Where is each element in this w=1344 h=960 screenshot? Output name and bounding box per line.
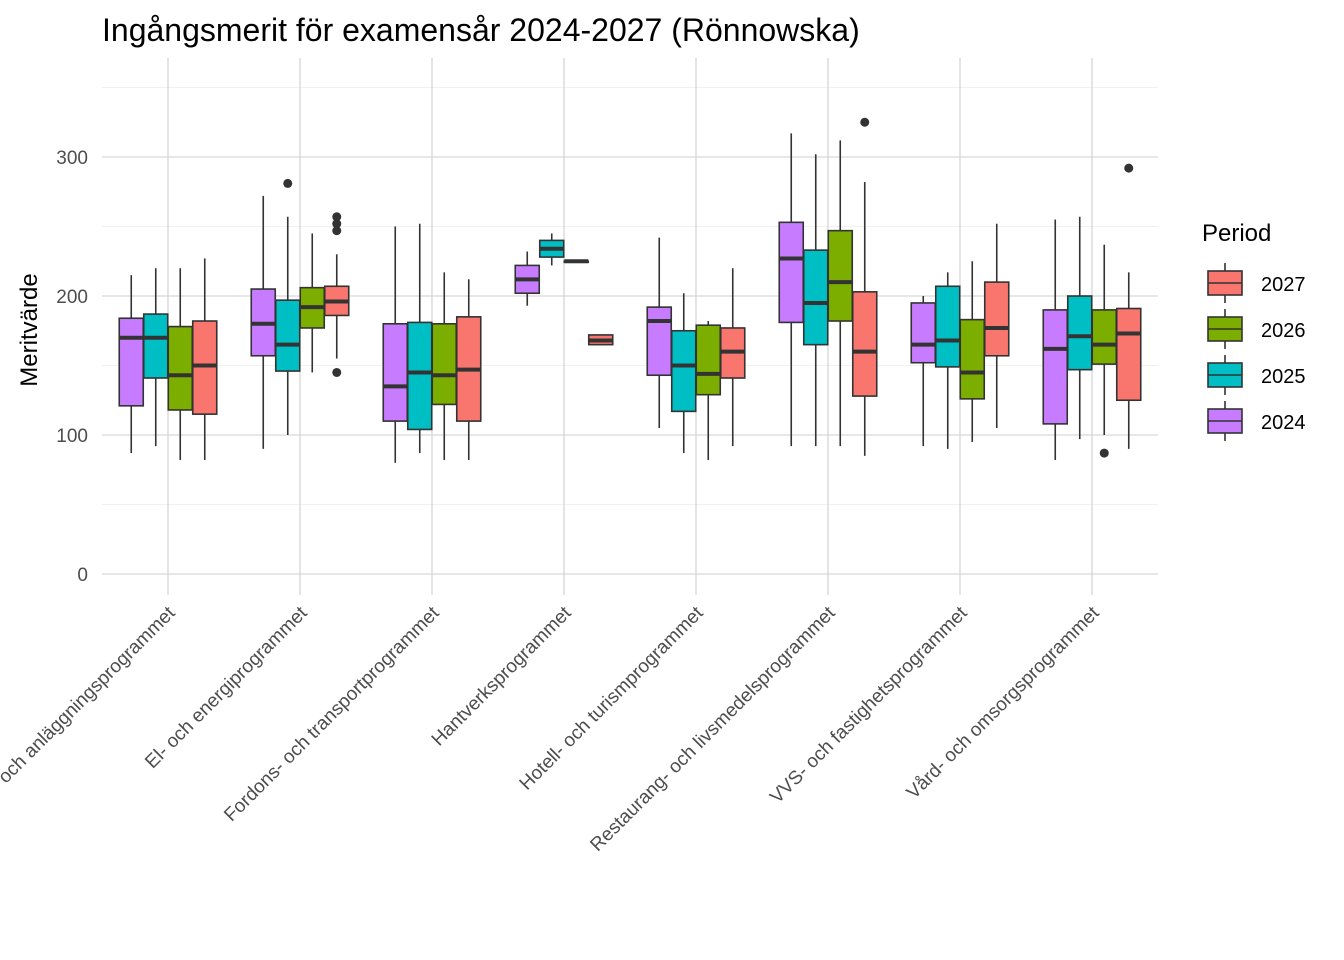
- series-2027: [191, 117, 1142, 461]
- box-2024-7: [1042, 219, 1069, 461]
- legend-title: Period: [1202, 220, 1271, 247]
- box-iqr: [382, 322, 409, 422]
- box-2025-0: [142, 268, 169, 447]
- outlier-point: [332, 219, 342, 229]
- outlier-point: [1124, 163, 1134, 173]
- chart-title: Ingångsmerit för examensår 2024-2027 (Rö…: [102, 12, 860, 48]
- box-2025-3: [538, 233, 565, 266]
- legend-label: 2027: [1261, 274, 1306, 296]
- box-2027-4: [719, 268, 746, 447]
- box-2025-4: [670, 293, 697, 454]
- box-2027-2: [455, 279, 482, 461]
- outlier-point: [860, 117, 870, 127]
- outlier-point: [332, 226, 342, 236]
- legend-item-2027: 2027: [1207, 263, 1306, 303]
- box-iqr: [959, 318, 986, 400]
- legend-label: 2024: [1261, 412, 1306, 434]
- outlier-point: [1099, 448, 1109, 458]
- box-iqr: [851, 291, 878, 397]
- box-2025-1: [274, 178, 301, 435]
- box-iqr: [1066, 295, 1093, 371]
- box-iqr: [1091, 309, 1118, 365]
- y-tick-label: 0: [77, 565, 88, 586]
- legend-item-2025: 2025: [1207, 355, 1306, 395]
- legend-item-2026: 2026: [1207, 309, 1306, 349]
- box-iqr: [406, 321, 433, 431]
- box-2027-3: [587, 334, 614, 346]
- box-2025-7: [1066, 216, 1093, 440]
- legend-item-2024: 2024: [1207, 401, 1306, 441]
- x-tick-label: Restaurang- och livsmedelsprogrammet: [586, 602, 840, 856]
- box-2027-5: [851, 117, 878, 456]
- box-2026-1: [299, 233, 326, 373]
- box-2027-6: [983, 223, 1010, 429]
- box-2026-5: [827, 140, 854, 447]
- box-2024-1: [250, 195, 277, 449]
- box-2025-2: [406, 223, 433, 454]
- series-2025: [142, 154, 1093, 454]
- box-2025-6: [934, 272, 961, 449]
- legend-label: 2025: [1261, 366, 1306, 388]
- outlier-point: [332, 212, 342, 222]
- box-2024-5: [778, 133, 805, 447]
- y-tick-label: 200: [56, 287, 88, 308]
- y-tick-label: 300: [56, 148, 88, 169]
- box-2026-3: [563, 259, 590, 264]
- outlier-point: [332, 367, 342, 377]
- box-2026-2: [431, 272, 458, 461]
- box-iqr: [646, 306, 673, 377]
- box-iqr: [431, 322, 458, 406]
- box-2027-1: [323, 212, 350, 377]
- box-iqr: [142, 313, 169, 379]
- box-2026-7: [1091, 244, 1118, 458]
- outlier-point: [283, 178, 293, 188]
- box-iqr: [983, 281, 1010, 357]
- box-2026-4: [695, 321, 722, 461]
- box-2025-5: [802, 154, 829, 447]
- box-iqr: [910, 302, 937, 364]
- box-2024-2: [382, 226, 409, 463]
- series-2024: [118, 133, 1069, 463]
- box-2024-6: [910, 296, 937, 447]
- box-iqr: [1042, 309, 1069, 425]
- box-2026-0: [167, 268, 194, 461]
- box-2026-6: [959, 261, 986, 442]
- box-2024-3: [514, 251, 541, 306]
- y-axis-ticks: 0 100 200 300: [56, 148, 88, 586]
- box-iqr: [670, 329, 697, 413]
- series-2026: [167, 140, 1118, 461]
- box-iqr: [695, 324, 722, 396]
- box-2024-4: [646, 237, 673, 429]
- legend: Period 2027 2026 2025 2024: [1202, 220, 1306, 441]
- box-iqr: [274, 299, 301, 372]
- x-tick-label: Bygg- och anläggningsprogrammet: [0, 602, 180, 826]
- y-axis-label: Meritvärde: [16, 273, 43, 386]
- box-2027-7: [1115, 163, 1142, 449]
- box-iqr: [827, 229, 854, 322]
- y-tick-label: 100: [56, 426, 88, 447]
- box-iqr: [118, 317, 145, 407]
- box-iqr: [802, 249, 829, 346]
- box-2024-0: [118, 275, 145, 454]
- box-iqr: [167, 325, 194, 411]
- legend-label: 2026: [1261, 320, 1306, 342]
- box-iqr: [191, 320, 218, 415]
- x-tick-label: Hantverksprogrammet: [428, 602, 576, 750]
- box-iqr: [934, 285, 961, 368]
- box-iqr: [1115, 307, 1142, 402]
- x-tick-label: Fordons- och transportprogrammet: [220, 602, 444, 826]
- box-iqr: [778, 221, 805, 324]
- box-2027-0: [191, 258, 218, 461]
- box-series: [118, 117, 1142, 463]
